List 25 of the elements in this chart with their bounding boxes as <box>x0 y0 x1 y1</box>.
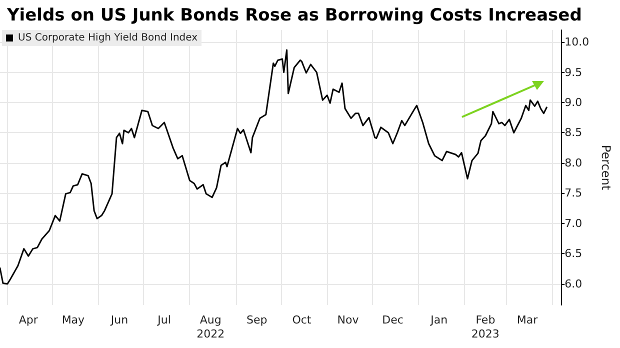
y-tick-label: 7.0 <box>564 216 582 230</box>
y-tick-label: 6.5 <box>564 247 582 260</box>
y-tick-label: 9.0 <box>564 96 582 110</box>
x-tick-label: Feb 2023 <box>471 314 500 340</box>
x-tick-label: Apr <box>18 314 38 326</box>
x-tick-label: Sep <box>246 314 268 326</box>
x-tick-label: Jan <box>430 314 448 326</box>
chart-title: Yields on US Junk Bonds Rose as Borrowing Costs Increased <box>6 6 582 26</box>
x-tick-label: May <box>62 314 86 326</box>
line-series <box>0 49 548 285</box>
y-tick-label: 9.5 <box>564 66 582 79</box>
x-tick-label: Nov <box>337 314 360 326</box>
x-tick-label: Oct <box>292 314 312 326</box>
y-axis-title: Percent <box>599 144 613 190</box>
y-tick-label: 6.0 <box>564 277 582 290</box>
y-tick-label: 8.0 <box>564 156 582 170</box>
x-tick-label: Jun <box>110 314 128 326</box>
x-tick-label: Aug 2022 <box>196 314 225 340</box>
x-tick-label: Jul <box>156 314 171 326</box>
y-tick-label: 10.0 <box>564 36 590 49</box>
y-tick-label: 8.5 <box>564 126 582 140</box>
legend-label: US Corporate High Yield Bond Index <box>18 32 198 44</box>
x-tick-label: Mar <box>516 314 538 326</box>
x-tick-label: Dec <box>382 314 404 326</box>
y-tick-label: 7.5 <box>564 186 582 200</box>
